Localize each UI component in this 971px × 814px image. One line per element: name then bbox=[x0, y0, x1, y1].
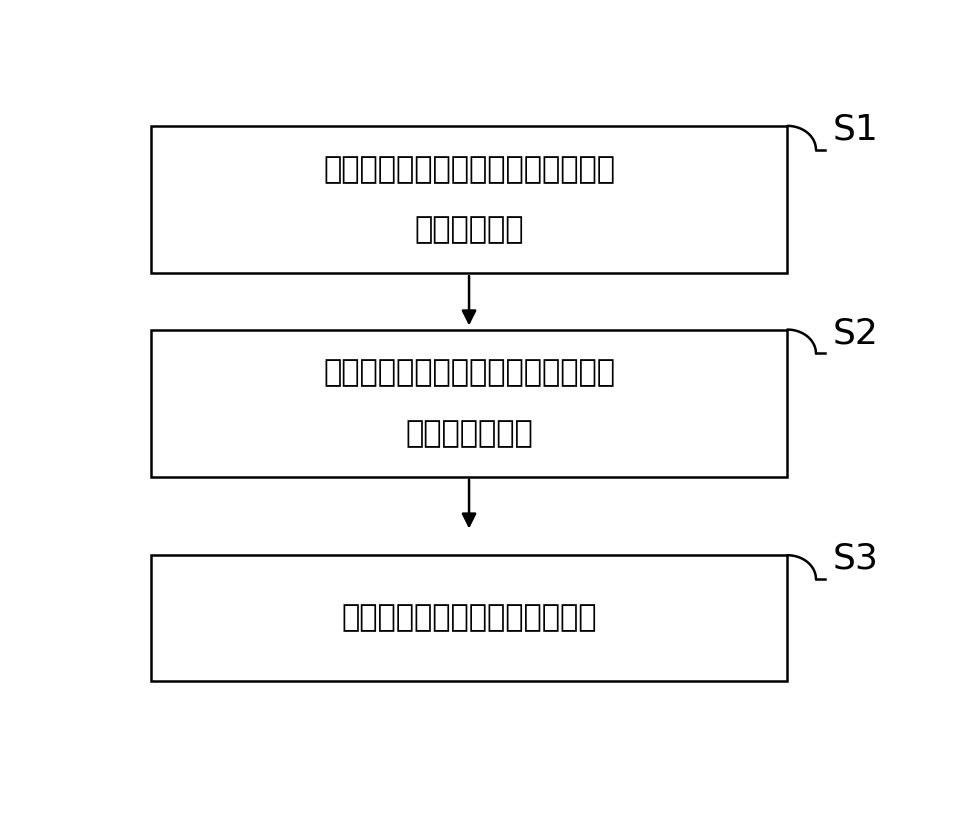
Text: 终端接收分组协议、解析并获取分组: 终端接收分组协议、解析并获取分组 bbox=[323, 359, 616, 387]
Text: 终端根据协议信息切换至协议组: 终端根据协议信息切换至协议组 bbox=[342, 603, 597, 632]
Text: 协议的协议信息: 协议的协议信息 bbox=[406, 419, 533, 448]
FancyBboxPatch shape bbox=[151, 330, 787, 477]
Text: S2: S2 bbox=[832, 317, 879, 350]
Text: 获取分组协议，并将所获取的分组协: 获取分组协议，并将所获取的分组协 bbox=[323, 155, 616, 184]
Text: 议发送给终端: 议发送给终端 bbox=[415, 215, 524, 244]
FancyBboxPatch shape bbox=[151, 126, 787, 274]
Text: S3: S3 bbox=[832, 542, 879, 576]
FancyBboxPatch shape bbox=[151, 555, 787, 681]
Text: S1: S1 bbox=[832, 112, 879, 147]
